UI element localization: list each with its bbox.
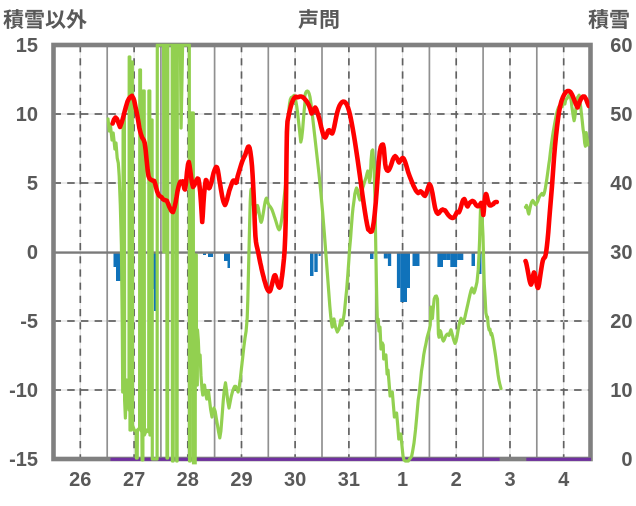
svg-text:3: 3 [504,469,515,491]
svg-text:20: 20 [610,311,632,333]
svg-text:40: 40 [610,173,632,195]
svg-text:-15: -15 [9,449,38,471]
svg-text:5: 5 [27,173,38,195]
svg-text:50: 50 [610,104,632,126]
svg-text:10: 10 [16,104,38,126]
svg-text:-10: -10 [9,380,38,402]
svg-text:30: 30 [610,242,632,264]
svg-text:27: 27 [123,469,145,491]
svg-text:26: 26 [69,469,91,491]
svg-text:28: 28 [177,469,199,491]
svg-text:31: 31 [338,469,360,491]
svg-text:2: 2 [451,469,462,491]
svg-text:0: 0 [27,242,38,264]
svg-text:1: 1 [397,469,408,491]
svg-text:29: 29 [230,469,252,491]
svg-text:0: 0 [621,449,632,471]
svg-text:10: 10 [610,380,632,402]
svg-text:15: 15 [16,35,38,57]
svg-text:60: 60 [610,35,632,57]
svg-text:-5: -5 [20,311,38,333]
svg-text:30: 30 [284,469,306,491]
svg-text:4: 4 [558,469,570,491]
